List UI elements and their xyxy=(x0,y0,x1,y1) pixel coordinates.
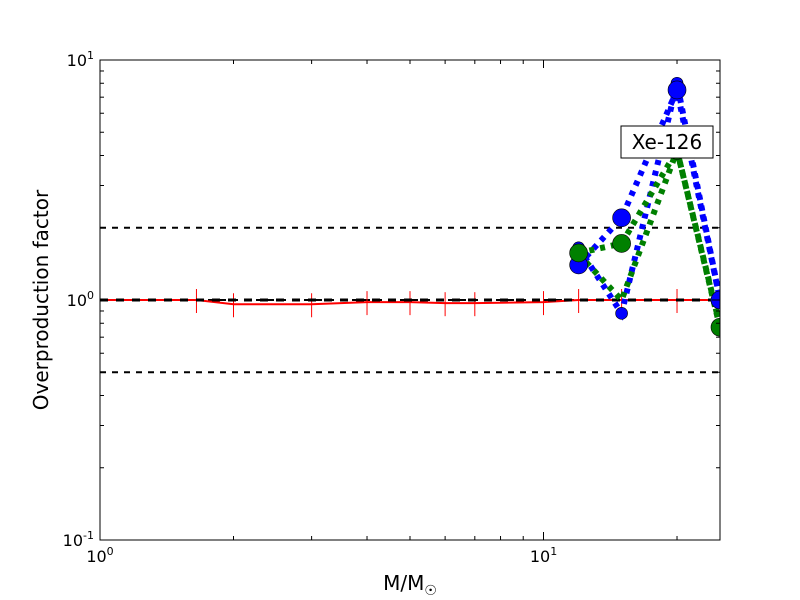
green-data-point xyxy=(612,234,631,253)
green-series-line xyxy=(577,142,720,328)
y-tick-label: 100 xyxy=(67,289,94,310)
blue-data-point xyxy=(612,208,631,228)
blue-series-line xyxy=(576,82,720,321)
green-data-point xyxy=(569,243,588,263)
y-axis-label: Overproduction factor xyxy=(29,189,53,410)
green-data-point xyxy=(710,317,720,337)
blue-data-point xyxy=(667,80,687,100)
blue-data-point xyxy=(615,307,628,320)
y-tick-label: 10-1 xyxy=(63,529,94,550)
x-tick-label: 101 xyxy=(530,545,557,566)
annotation-box: Xe-126 xyxy=(620,125,714,159)
y-tick-label: 101 xyxy=(67,49,94,70)
annotation-label: Xe-126 xyxy=(632,130,703,154)
x-tick-label: 100 xyxy=(86,545,113,566)
x-axis-label: M/M☉ xyxy=(383,571,437,599)
